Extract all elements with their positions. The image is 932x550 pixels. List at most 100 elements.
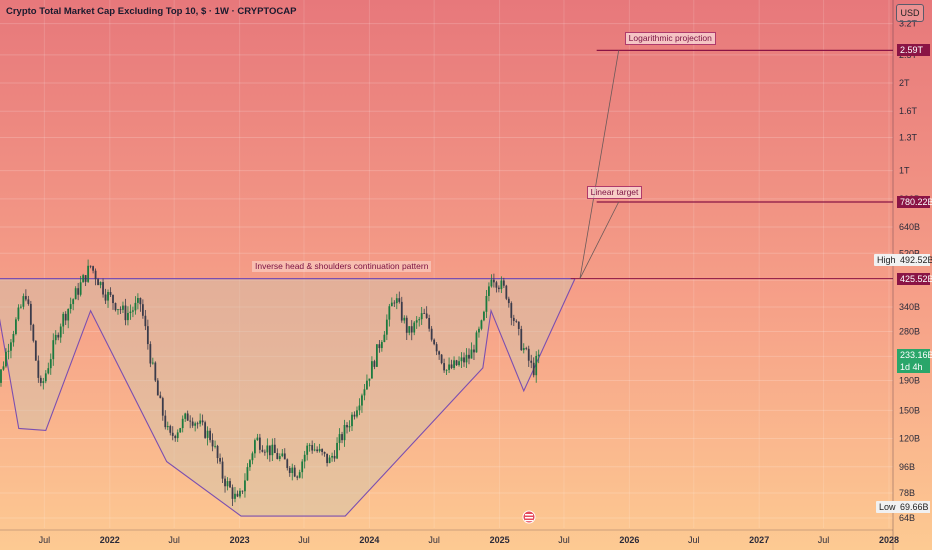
candle-body	[171, 432, 174, 436]
candle-body	[231, 487, 234, 499]
candle-body	[301, 461, 304, 473]
candle-body	[201, 420, 204, 423]
candle-body	[323, 451, 326, 454]
candle-body	[149, 344, 152, 364]
candle-body	[520, 328, 523, 351]
candle-body	[343, 424, 346, 441]
candle-body	[29, 303, 32, 325]
candle-body	[338, 434, 341, 443]
candle-body	[114, 303, 117, 311]
candle-body	[117, 309, 119, 311]
candle-body	[258, 437, 261, 450]
candle-body	[517, 321, 520, 329]
candle-body	[393, 302, 396, 304]
events[interactable]	[522, 510, 536, 524]
candle-body	[164, 415, 167, 428]
candle-body	[0, 369, 2, 383]
pattern-outline[interactable]	[0, 278, 576, 517]
candle-body	[358, 405, 361, 411]
x-tick-label: Jul	[558, 535, 570, 545]
candle-body	[473, 349, 475, 353]
candle-body	[448, 364, 450, 370]
candle-body	[313, 449, 316, 451]
candle-body	[276, 452, 279, 459]
candle-body	[156, 380, 159, 396]
candle-body	[363, 389, 366, 396]
x-tick-label: Jul	[818, 535, 830, 545]
candle-body	[428, 318, 431, 329]
logarithmic-projection-annotation[interactable]: Logarithmic projection	[624, 32, 716, 46]
candle-body	[206, 430, 209, 438]
candle-body	[17, 307, 20, 320]
candle-body	[368, 378, 371, 381]
candle-body	[97, 279, 99, 286]
candle-body	[256, 437, 259, 441]
candle-body	[141, 304, 144, 316]
candle-body	[219, 458, 221, 462]
flag-stripe	[525, 514, 533, 516]
low-price-label: 69.66B	[897, 501, 930, 514]
candle-body	[405, 317, 408, 333]
candle-body	[47, 368, 50, 374]
currency-button[interactable]: USD	[896, 4, 924, 22]
candle-body	[353, 414, 356, 417]
candle-body	[122, 305, 124, 310]
candle-body	[356, 410, 358, 417]
candle-body	[507, 298, 510, 304]
candle-body	[316, 449, 319, 452]
y-tick-label: 2T	[899, 78, 910, 88]
candle-body	[254, 440, 256, 454]
candle-body	[124, 305, 127, 321]
candle-body	[174, 435, 177, 439]
candle-body	[346, 424, 348, 428]
candle-body	[249, 460, 251, 468]
candle-body	[311, 445, 314, 451]
candle-body	[475, 332, 478, 353]
candle-body	[433, 339, 436, 345]
candle-body	[293, 467, 296, 477]
candle-body	[94, 270, 97, 280]
projection-line[interactable]	[579, 201, 620, 279]
candle-body	[7, 350, 10, 352]
linear-target-annotation[interactable]: Linear target	[586, 185, 643, 199]
high-price-label: 492.52B	[897, 254, 932, 267]
candle-body	[527, 348, 530, 361]
candle-body	[92, 266, 94, 271]
candles[interactable]	[0, 259, 540, 507]
pattern-annotation[interactable]: Inverse head & shoulders continuation pa…	[252, 260, 432, 272]
candle-body	[388, 306, 391, 320]
candle-body	[176, 432, 179, 439]
candle-body	[492, 279, 495, 283]
candle-body	[400, 301, 403, 321]
candle-body	[273, 444, 276, 453]
candle-body	[361, 395, 363, 406]
candle-body	[154, 362, 157, 381]
projection-line[interactable]	[579, 50, 620, 279]
candle-body	[166, 426, 169, 428]
candle-body	[189, 420, 192, 422]
candle-body	[74, 288, 77, 300]
candle-body	[69, 304, 72, 309]
candle-body	[204, 422, 207, 438]
candle-body	[375, 344, 378, 367]
candle-body	[59, 326, 62, 338]
candle-body	[209, 430, 211, 441]
candle-body	[87, 265, 90, 282]
high-tag: High	[874, 254, 899, 267]
candle-body	[79, 282, 82, 295]
candle-body	[236, 493, 239, 497]
candle-body	[246, 467, 249, 481]
flag-stripe	[525, 520, 533, 522]
candle-body	[430, 328, 433, 340]
candle-body	[132, 310, 134, 312]
flag-stripe	[525, 517, 533, 519]
candle-body	[425, 313, 428, 319]
target-lines[interactable]	[570, 49, 893, 280]
candle-body	[418, 319, 421, 321]
x-tick-label: Jul	[39, 535, 51, 545]
candle-body	[522, 348, 525, 351]
y-tick-label: 150B	[899, 405, 920, 415]
candle-body	[488, 286, 490, 296]
